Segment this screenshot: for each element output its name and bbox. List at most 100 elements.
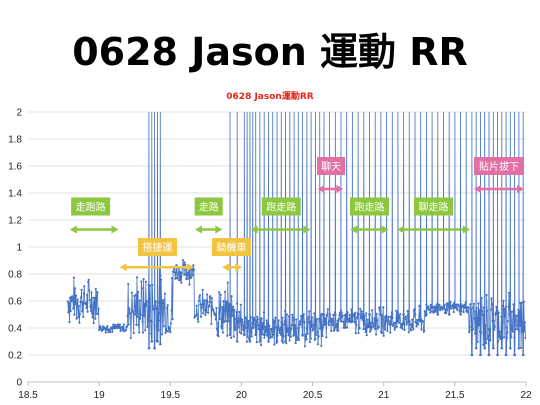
rr-point xyxy=(391,316,394,319)
rr-point xyxy=(390,311,393,314)
rr-point xyxy=(362,323,366,326)
rr-point xyxy=(472,306,475,309)
rr-point xyxy=(206,301,209,304)
y-tick-label: 1.2 xyxy=(8,216,22,227)
rr-point xyxy=(453,301,456,304)
rr-point xyxy=(225,300,228,303)
rr-point xyxy=(448,304,451,307)
rr-point xyxy=(444,308,447,311)
rr-point xyxy=(255,341,258,344)
rr-point xyxy=(71,295,74,298)
rr-point xyxy=(385,320,389,323)
rr-point xyxy=(386,329,389,333)
rr-point xyxy=(240,318,244,321)
rr-point xyxy=(446,302,449,305)
rr-point xyxy=(199,315,203,318)
rr-point xyxy=(154,300,157,303)
rr-point xyxy=(354,311,357,314)
rr-point xyxy=(252,323,255,326)
rr-point xyxy=(301,325,304,328)
arrow-head-right xyxy=(303,225,311,234)
rr-point xyxy=(499,337,502,340)
rr-point xyxy=(281,316,284,319)
rr-point xyxy=(356,317,359,320)
rr-point xyxy=(143,302,146,305)
rr-point xyxy=(517,308,520,311)
rr-point xyxy=(79,300,82,303)
rr-point xyxy=(97,307,100,310)
rr-point xyxy=(480,297,483,300)
rr-point xyxy=(277,319,280,322)
rr-point xyxy=(438,303,441,306)
rr-point xyxy=(501,336,504,339)
rr-point xyxy=(513,336,516,339)
rr-point xyxy=(188,283,191,286)
rr-point xyxy=(203,299,206,302)
rr-point xyxy=(274,326,277,329)
rr-point xyxy=(475,347,478,350)
rr-point xyxy=(266,321,269,324)
rr-point xyxy=(414,321,418,324)
rr-point xyxy=(249,316,252,319)
rr-point xyxy=(168,328,171,331)
rr-point xyxy=(413,308,416,311)
rr-point xyxy=(245,317,248,320)
rr-point xyxy=(145,300,148,303)
rr-point xyxy=(400,324,403,327)
rr-point xyxy=(365,312,368,315)
rr-point xyxy=(378,306,381,309)
rr-point xyxy=(481,313,484,316)
rr-point xyxy=(298,320,302,323)
rr-point xyxy=(354,332,357,335)
rr-point xyxy=(312,323,315,327)
rr-point xyxy=(230,336,233,339)
rr-chart: 0 0.2 0.4 0.6 0.8 1 1.2 1.4 1.6 1.8 2 18.5 19 19.5 20 2… xyxy=(8,90,532,402)
rr-point xyxy=(170,277,174,280)
rr-point xyxy=(290,324,293,327)
rr-point xyxy=(141,320,144,323)
axes: 0 0.2 0.4 0.6 0.8 1 1.2 1.4 1.6 1.8 2 18.5 19 19.5 20 2… xyxy=(8,108,532,402)
rr-point xyxy=(437,313,440,316)
rr-point xyxy=(77,304,80,307)
rr-point xyxy=(262,327,265,330)
rr-point xyxy=(180,281,183,284)
rr-point xyxy=(488,327,491,330)
rr-point xyxy=(329,313,332,316)
rr-point xyxy=(246,335,249,338)
rr-point xyxy=(427,305,430,308)
rr-point xyxy=(329,320,332,323)
rr-point xyxy=(405,315,408,318)
rr-point xyxy=(379,309,382,312)
rr-point xyxy=(138,299,141,302)
rr-point xyxy=(215,307,218,310)
rr-point xyxy=(172,270,175,273)
rr-point xyxy=(422,320,425,323)
rr-point xyxy=(133,294,136,297)
rr-point xyxy=(371,322,374,325)
rr-point xyxy=(307,321,310,324)
rr-point xyxy=(276,340,279,343)
rr-point xyxy=(278,329,281,332)
rr-point xyxy=(222,300,225,303)
y-tick-label: 0.2 xyxy=(8,351,22,362)
rr-point xyxy=(278,331,281,335)
rr-point xyxy=(401,327,404,330)
rr-point xyxy=(236,320,239,323)
rr-point xyxy=(107,331,110,334)
rr-point xyxy=(345,320,348,323)
rr-point xyxy=(414,313,417,316)
rr-point xyxy=(169,322,172,325)
rr-point xyxy=(363,314,366,317)
rr-point xyxy=(518,347,521,350)
rr-point xyxy=(406,309,409,313)
rr-point xyxy=(501,304,505,307)
rr-point xyxy=(75,294,78,297)
rr-point xyxy=(89,305,92,308)
rr-point xyxy=(111,330,114,333)
rr-point xyxy=(472,302,476,305)
rr-point xyxy=(390,323,393,326)
rr-point xyxy=(510,310,513,313)
rr-point xyxy=(265,330,268,333)
rr-point xyxy=(146,325,149,328)
rr-point xyxy=(138,331,141,334)
